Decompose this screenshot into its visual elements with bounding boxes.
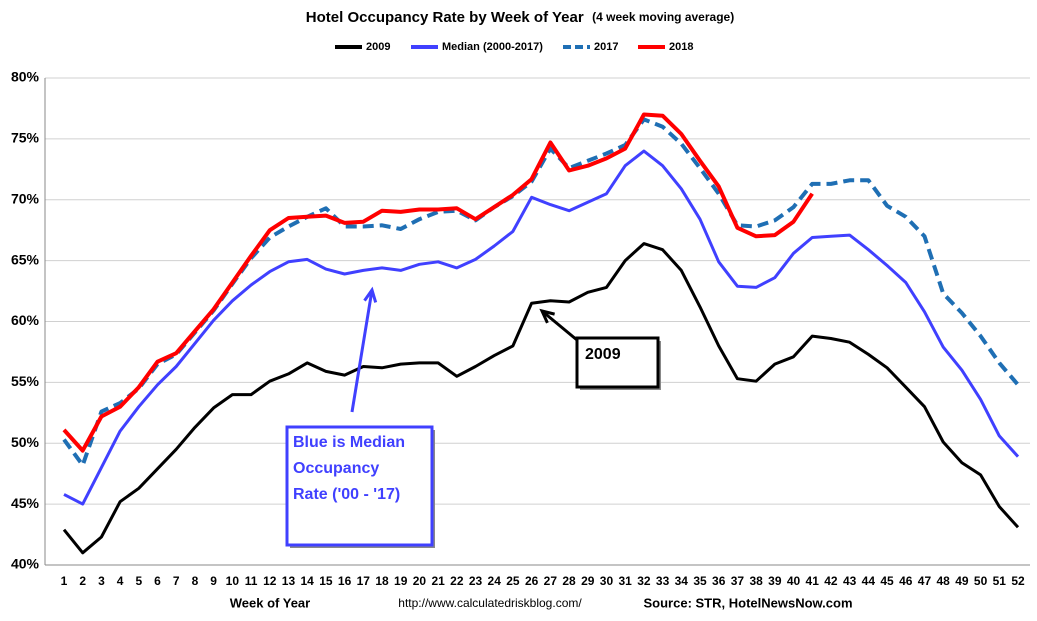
x-tick-label: 1 <box>61 574 68 588</box>
x-tick-label: 40 <box>787 574 801 588</box>
x-tick-label: 49 <box>955 574 969 588</box>
x-tick-label: 28 <box>562 574 576 588</box>
legend-label: 2017 <box>594 41 618 53</box>
x-tick-label: 32 <box>637 574 651 588</box>
annotation-arrowhead <box>539 308 555 324</box>
x-tick-label: 16 <box>338 574 352 588</box>
chart-subtitle: (4 week moving average) <box>592 10 734 24</box>
y-tick-label: 70% <box>11 190 40 206</box>
legend-label: 2018 <box>669 41 693 53</box>
x-tick-label: 23 <box>469 574 483 588</box>
x-tick-label: 2 <box>79 574 86 588</box>
x-tick-label: 10 <box>226 574 240 588</box>
chart-title-line: Hotel Occupancy Rate by Week of Year (4 … <box>306 9 734 26</box>
x-tick-label: 33 <box>656 574 670 588</box>
y-tick-label: 60% <box>11 312 40 328</box>
chart-title: Hotel Occupancy Rate by Week of Year <box>306 9 584 26</box>
legend-item: Median (2000-2017) <box>411 41 543 53</box>
x-tick-label: 37 <box>731 574 745 588</box>
source: Source: STR, HotelNewsNow.com <box>644 595 853 610</box>
x-tick-label: 4 <box>117 574 124 588</box>
x-tick-label: 47 <box>918 574 932 588</box>
x-tick-label: 13 <box>282 574 296 588</box>
x-tick-label: 15 <box>319 574 333 588</box>
x-tick-label: 29 <box>581 574 595 588</box>
x-tick-label: 50 <box>974 574 988 588</box>
x-tick-label: 6 <box>154 574 161 588</box>
series-line <box>63 149 1020 506</box>
x-tick-label: 41 <box>806 574 820 588</box>
x-tick-label: 43 <box>843 574 857 588</box>
x-tick-label: 35 <box>693 574 707 588</box>
x-tick-label: 48 <box>936 574 950 588</box>
x-tick-label: 45 <box>880 574 894 588</box>
x-tick-label: 42 <box>824 574 838 588</box>
x-tick-label: 26 <box>525 574 539 588</box>
y-tick-label: 65% <box>11 251 40 267</box>
x-tick-label: 30 <box>600 574 614 588</box>
y-tick-label: 40% <box>11 556 40 572</box>
legend-item: 2009 <box>335 41 390 53</box>
annotation-box <box>575 336 660 389</box>
x-tick-label: 51 <box>993 574 1007 588</box>
y-tick-label: 75% <box>11 130 40 146</box>
x-tick-label: 11 <box>245 574 258 588</box>
x-tick-label: 22 <box>450 574 464 588</box>
x-tick-label: 3 <box>98 574 105 588</box>
x-tick-label: 12 <box>263 574 277 588</box>
x-tick-label: 52 <box>1011 574 1025 588</box>
x-tick-label: 9 <box>210 574 217 588</box>
legend-item: 2017 <box>563 41 618 53</box>
y-tick-label: 45% <box>11 495 40 511</box>
x-tick-label: 20 <box>413 574 427 588</box>
x-axis-label: Week of Year <box>230 595 310 610</box>
x-tick-label: 39 <box>768 574 782 588</box>
y-tick-label: 50% <box>11 434 40 450</box>
x-tick-label: 21 <box>431 574 445 588</box>
x-tick-label: 46 <box>899 574 913 588</box>
annotation-text: Occupancy <box>293 460 379 477</box>
annotation-text: Rate ('00 - '17) <box>293 486 400 503</box>
legend-label: 2009 <box>366 41 390 53</box>
x-tick-label: 5 <box>135 574 142 588</box>
annotation-box <box>285 425 434 547</box>
x-tick-label: 17 <box>357 574 371 588</box>
annotation-text: Blue is Median <box>293 434 405 451</box>
series-line <box>62 112 814 453</box>
x-tick-label: 25 <box>506 574 520 588</box>
x-tick-label: 7 <box>173 574 180 588</box>
series-line <box>62 242 1020 555</box>
x-tick-label: 34 <box>675 574 689 588</box>
annotation-arrowhead <box>363 286 378 303</box>
x-tick-label: 19 <box>394 574 408 588</box>
x-tick-label: 27 <box>544 574 558 588</box>
y-tick-label: 55% <box>11 373 40 389</box>
x-tick-label: 44 <box>862 574 876 588</box>
x-tick-label: 24 <box>488 574 502 588</box>
x-tick-label: 38 <box>749 574 763 588</box>
annotation-text: 2009 <box>585 346 621 363</box>
y-tick-label: 80% <box>11 69 40 85</box>
annotation-arrow <box>541 309 578 342</box>
x-tick-label: 31 <box>618 574 632 588</box>
annotation-arrow <box>350 289 374 413</box>
x-tick-label: 18 <box>375 574 389 588</box>
x-tick-label: 14 <box>300 574 314 588</box>
x-tick-label: 8 <box>192 574 199 588</box>
legend-item: 2018 <box>638 41 693 53</box>
x-tick-label: 36 <box>712 574 726 588</box>
url: http://www.calculatedriskblog.com/ <box>398 596 582 610</box>
legend-label: Median (2000-2017) <box>442 41 543 53</box>
